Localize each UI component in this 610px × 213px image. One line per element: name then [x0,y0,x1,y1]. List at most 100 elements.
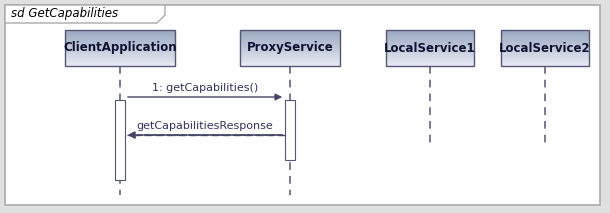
Text: ProxyService: ProxyService [246,42,334,55]
Text: LocalService2: LocalService2 [499,42,591,55]
Bar [240,36,340,37]
Bar [240,34,340,35]
Bar [65,41,175,42]
Bar [65,64,175,65]
Bar [501,35,589,36]
Bar [65,65,175,66]
Bar [501,53,589,54]
Bar [386,57,474,58]
Bar [501,62,589,63]
Bar [240,37,340,38]
Bar [240,61,340,62]
Bar [386,31,474,32]
Bar [386,64,474,65]
Bar [501,42,589,43]
Bar [501,60,589,61]
Bar [240,53,340,54]
Bar [386,30,474,31]
Bar [65,57,175,58]
Bar [501,38,589,39]
Bar [501,51,589,52]
Bar [240,60,340,61]
Bar [65,46,175,47]
Bar [65,45,175,46]
Bar [65,31,175,32]
Bar [65,39,175,40]
Bar [240,41,340,42]
Bar [501,55,589,56]
Bar [501,57,589,58]
Bar [501,36,589,37]
Bar [240,50,340,51]
Bar [240,58,340,59]
Text: ClientApplication: ClientApplication [63,42,177,55]
Bar [65,38,175,39]
Bar [386,39,474,40]
Bar [386,62,474,63]
Bar [65,44,175,45]
Bar [501,43,589,45]
Bar [240,38,340,39]
Bar [65,42,175,43]
Bar [65,47,175,48]
Bar [240,43,340,45]
Bar [65,43,175,45]
Bar [65,43,175,44]
Bar [240,42,340,43]
Bar [501,52,589,53]
Bar [240,57,340,58]
Bar [386,59,474,60]
Bar [386,41,474,42]
Bar [386,53,474,54]
Bar [386,44,474,45]
Bar [501,40,589,41]
Bar [501,58,589,59]
Bar [386,51,474,52]
Bar [240,64,340,65]
Bar [65,53,175,54]
Bar [65,32,175,33]
Bar [240,40,340,41]
Bar [501,59,589,60]
Bar [65,30,175,31]
Text: getCapabilitiesResponse: getCapabilitiesResponse [137,121,273,131]
Bar [240,30,340,31]
Bar [386,58,474,59]
Bar [65,61,175,62]
Bar [501,34,589,35]
Bar [386,60,474,61]
Bar [501,47,589,48]
Bar [240,33,340,34]
Bar [386,30,474,66]
Bar [240,46,340,47]
Bar [65,54,175,55]
Bar [240,35,340,36]
Bar [501,65,589,66]
Bar [386,40,474,41]
Bar [65,37,175,38]
Bar [501,43,589,44]
Bar [501,41,589,42]
Bar [501,37,589,38]
Bar [240,45,340,46]
Bar [386,54,474,55]
Bar [65,30,175,66]
Bar [65,51,175,52]
Bar [65,59,175,60]
Bar [501,52,589,53]
Bar [240,59,340,60]
Bar [65,49,175,50]
Bar [501,61,589,62]
Polygon shape [5,5,165,23]
Bar [386,52,474,53]
Bar [65,52,175,53]
Bar [240,54,340,55]
Bar [386,36,474,37]
Bar [386,56,474,57]
Bar [240,56,340,57]
Bar [65,33,175,34]
Bar [65,50,175,51]
Bar [65,48,175,49]
Bar [386,45,474,46]
Bar [386,35,474,36]
